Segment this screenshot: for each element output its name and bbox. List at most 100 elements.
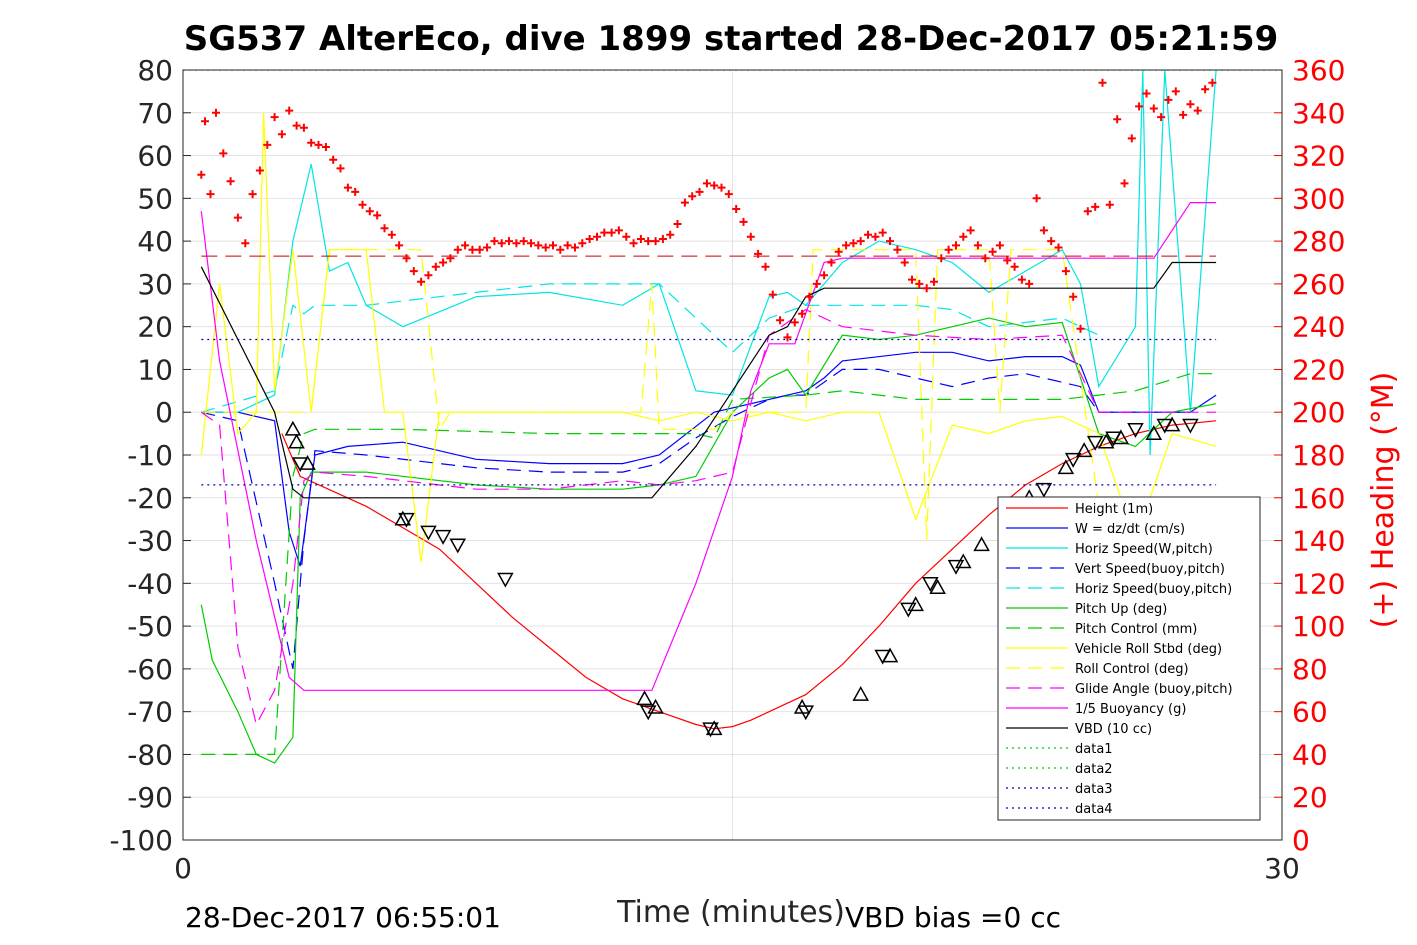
y-right-tick-label: 280 xyxy=(1292,225,1345,258)
marker-down xyxy=(1105,431,1122,447)
y-right-tick-label: 0 xyxy=(1292,824,1310,857)
heading-point xyxy=(206,190,215,199)
heading-point xyxy=(1091,202,1100,211)
y-tick-label: 60 xyxy=(137,140,173,173)
heading-point xyxy=(988,247,997,256)
heading-point xyxy=(732,205,741,213)
series-line-2 xyxy=(201,351,1217,567)
heading-point xyxy=(241,239,250,248)
marker-down xyxy=(702,722,719,738)
legend-label: 1/5 Buoyancy (g) xyxy=(1075,702,1186,717)
heading-point xyxy=(1120,179,1129,188)
legend-label: Glide Angle (buoy,pitch) xyxy=(1075,682,1233,697)
heading-point xyxy=(578,239,587,248)
heading-point xyxy=(1164,95,1173,104)
heading-point xyxy=(805,292,814,301)
series-layer xyxy=(183,70,1282,764)
marker-down xyxy=(497,572,514,588)
heading-point xyxy=(461,241,470,250)
x-tick-label: 30 xyxy=(1264,852,1300,885)
marker-up xyxy=(1097,433,1115,449)
heading-point xyxy=(556,245,565,254)
marker-down xyxy=(947,559,965,575)
heading-point xyxy=(893,245,902,254)
heading-point xyxy=(263,140,272,149)
y-tick-label: -10 xyxy=(127,439,173,472)
heading-point xyxy=(629,239,638,248)
heading-point xyxy=(908,275,916,284)
heading-point xyxy=(1076,324,1085,333)
y-right-tick-label: 240 xyxy=(1292,311,1345,344)
heading-point xyxy=(952,241,960,250)
heading-point xyxy=(702,179,711,188)
legend-label: Roll Control (deg) xyxy=(1075,662,1189,677)
heading-point xyxy=(197,170,206,179)
legend-label: Horiz Speed(W,pitch) xyxy=(1075,542,1213,557)
marker-down xyxy=(639,705,657,721)
marker-down xyxy=(398,512,415,528)
heading-point xyxy=(505,237,513,246)
heading-point xyxy=(710,181,719,190)
heading-point xyxy=(1061,267,1070,276)
heading-point xyxy=(358,200,367,209)
heading-point xyxy=(1157,113,1166,122)
y-axis-right: 3603403203002802602402202001801601401201… xyxy=(1274,54,1345,857)
heading-point xyxy=(292,121,301,130)
marker-up xyxy=(973,536,990,552)
heading-point xyxy=(475,245,484,254)
heading-point xyxy=(871,232,880,241)
marker-down xyxy=(1035,482,1053,498)
plot-frame xyxy=(182,69,1283,841)
heading-point xyxy=(314,140,323,149)
heading-point xyxy=(593,232,601,241)
y-right-tick-label: 220 xyxy=(1292,353,1345,386)
heading-point xyxy=(233,213,242,222)
legend-label: data2 xyxy=(1075,762,1113,777)
heading-point xyxy=(937,254,946,263)
legend-label: Pitch Up (deg) xyxy=(1075,602,1167,617)
series-line-12 xyxy=(200,261,1217,499)
y-right-tick-label: 120 xyxy=(1292,567,1345,600)
series-line-1 xyxy=(281,420,1217,730)
y-tick-label: 10 xyxy=(137,353,173,386)
heading-point xyxy=(688,192,697,201)
heading-point xyxy=(343,183,352,192)
heading-point xyxy=(622,232,631,241)
legend-label: Vert Speed(buoy,pitch) xyxy=(1075,562,1225,577)
legend-box xyxy=(997,496,1261,821)
y-right-tick-label: 360 xyxy=(1292,54,1345,87)
heading-point xyxy=(790,318,799,327)
heading-point xyxy=(255,166,264,175)
heading-point xyxy=(1039,226,1048,235)
x-axis: 0 30 xyxy=(174,832,1300,885)
heading-point xyxy=(402,254,411,263)
heading-point xyxy=(527,239,535,248)
heading-point xyxy=(768,290,777,299)
heading-point xyxy=(409,267,418,276)
heading-point xyxy=(1025,279,1034,288)
legend-label: data3 xyxy=(1075,782,1113,797)
heading-point xyxy=(959,232,968,241)
heading-point xyxy=(1171,87,1180,96)
heading-point xyxy=(944,245,953,254)
y-tick-label: -40 xyxy=(127,567,173,600)
y-right-tick-label: 20 xyxy=(1292,781,1328,814)
heading-point xyxy=(600,228,609,237)
heading-point xyxy=(981,254,990,263)
marker-down xyxy=(922,576,939,592)
heading-point xyxy=(1208,78,1217,87)
y-tick-label: -90 xyxy=(127,781,173,814)
series-line-3 xyxy=(201,70,1217,456)
marker-down xyxy=(420,525,437,541)
heading-point xyxy=(351,187,360,196)
marker-up xyxy=(636,690,653,706)
legend: Height (1m) W = dz/dt (cm/s) Horiz Speed(W… xyxy=(997,496,1261,821)
heading-point xyxy=(878,228,887,237)
heading-point xyxy=(995,241,1004,250)
heading-point xyxy=(468,245,477,254)
y-tick-label: 40 xyxy=(137,225,173,258)
heading-point xyxy=(666,230,675,239)
heading-point xyxy=(519,237,528,246)
marker-down xyxy=(797,705,815,721)
